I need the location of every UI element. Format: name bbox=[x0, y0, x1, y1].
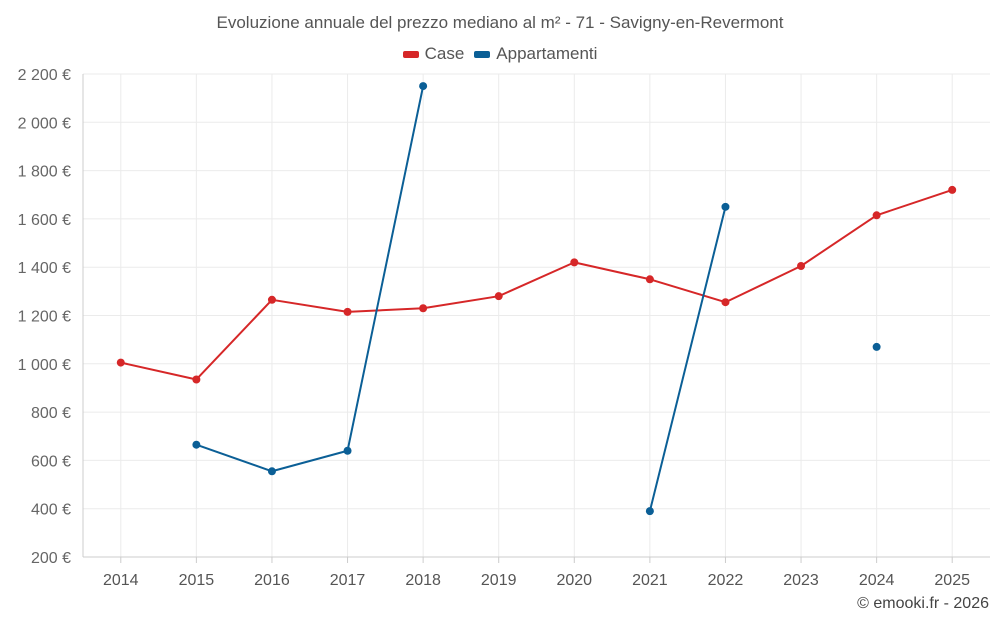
x-tick-label: 2016 bbox=[254, 572, 290, 589]
data-point-appartamenti bbox=[343, 446, 352, 455]
legend-item-case[interactable]: Case bbox=[402, 44, 465, 64]
y-tick-label: 1 800 € bbox=[18, 164, 71, 181]
data-point-case bbox=[494, 292, 503, 301]
legend-label-case: Case bbox=[424, 44, 465, 63]
x-tick-label: 2014 bbox=[103, 572, 139, 589]
data-point-appartamenti bbox=[267, 467, 276, 476]
y-tick-label: 400 € bbox=[31, 502, 71, 519]
data-point-case bbox=[343, 307, 352, 316]
data-point-appartamenti bbox=[721, 202, 730, 211]
x-tick-label: 2018 bbox=[405, 572, 441, 589]
series-layer bbox=[116, 82, 957, 516]
y-tick-label: 1 000 € bbox=[18, 357, 71, 374]
legend: Case Appartamenti bbox=[0, 44, 1000, 64]
y-tick-label: 1 600 € bbox=[18, 212, 71, 229]
data-point-case bbox=[721, 298, 730, 307]
data-point-case bbox=[116, 358, 125, 367]
y-tick-label: 800 € bbox=[31, 405, 71, 422]
y-tick-label: 1 400 € bbox=[18, 260, 71, 277]
data-point-case bbox=[419, 304, 428, 313]
data-point-case bbox=[570, 258, 579, 267]
x-tick-label: 2021 bbox=[632, 572, 668, 589]
data-point-appartamenti bbox=[192, 440, 201, 449]
data-point-case bbox=[267, 295, 276, 304]
legend-swatch-case bbox=[402, 50, 419, 58]
x-tick-label: 2020 bbox=[556, 572, 592, 589]
x-tick-label: 2019 bbox=[481, 572, 517, 589]
x-tick-label: 2015 bbox=[179, 572, 215, 589]
x-tick-label: 2017 bbox=[330, 572, 366, 589]
series-line-appartamenti bbox=[195, 85, 425, 473]
x-tick-label: 2025 bbox=[934, 572, 970, 589]
legend-label-appartamenti: Appartamenti bbox=[496, 44, 598, 63]
data-point-case bbox=[192, 375, 201, 384]
data-point-appartamenti bbox=[645, 507, 654, 516]
data-point-case bbox=[872, 211, 881, 220]
series-line-case bbox=[119, 188, 954, 381]
grid-lines bbox=[83, 73, 990, 557]
series-line-appartamenti bbox=[648, 205, 727, 513]
y-tick-label: 600 € bbox=[31, 453, 71, 470]
y-tick-label: 2 200 € bbox=[18, 67, 71, 84]
x-tick-label: 2022 bbox=[708, 572, 744, 589]
data-point-case bbox=[948, 185, 957, 194]
y-tick-label: 2 000 € bbox=[18, 115, 71, 132]
data-point-case bbox=[645, 275, 654, 284]
credit-text: © emooki.fr - 2026 bbox=[857, 595, 989, 612]
x-tick-label: 2024 bbox=[859, 572, 895, 589]
y-tick-label: 1 200 € bbox=[18, 309, 71, 326]
x-tick-label: 2023 bbox=[783, 572, 819, 589]
legend-swatch-appartamenti bbox=[474, 50, 491, 58]
y-tick-label: 200 € bbox=[31, 550, 71, 567]
axes: 200 € 400 € 600 € 800 € 1 000 € 1 200 € 1 400 … bbox=[18, 67, 990, 589]
legend-item-appartamenti[interactable]: Appartamenti bbox=[474, 44, 597, 64]
data-point-appartamenti bbox=[872, 342, 881, 351]
data-point-case bbox=[797, 261, 806, 270]
data-point-appartamenti bbox=[419, 82, 428, 91]
chart-title: Evoluzione annuale del prezzo mediano al… bbox=[216, 13, 784, 32]
